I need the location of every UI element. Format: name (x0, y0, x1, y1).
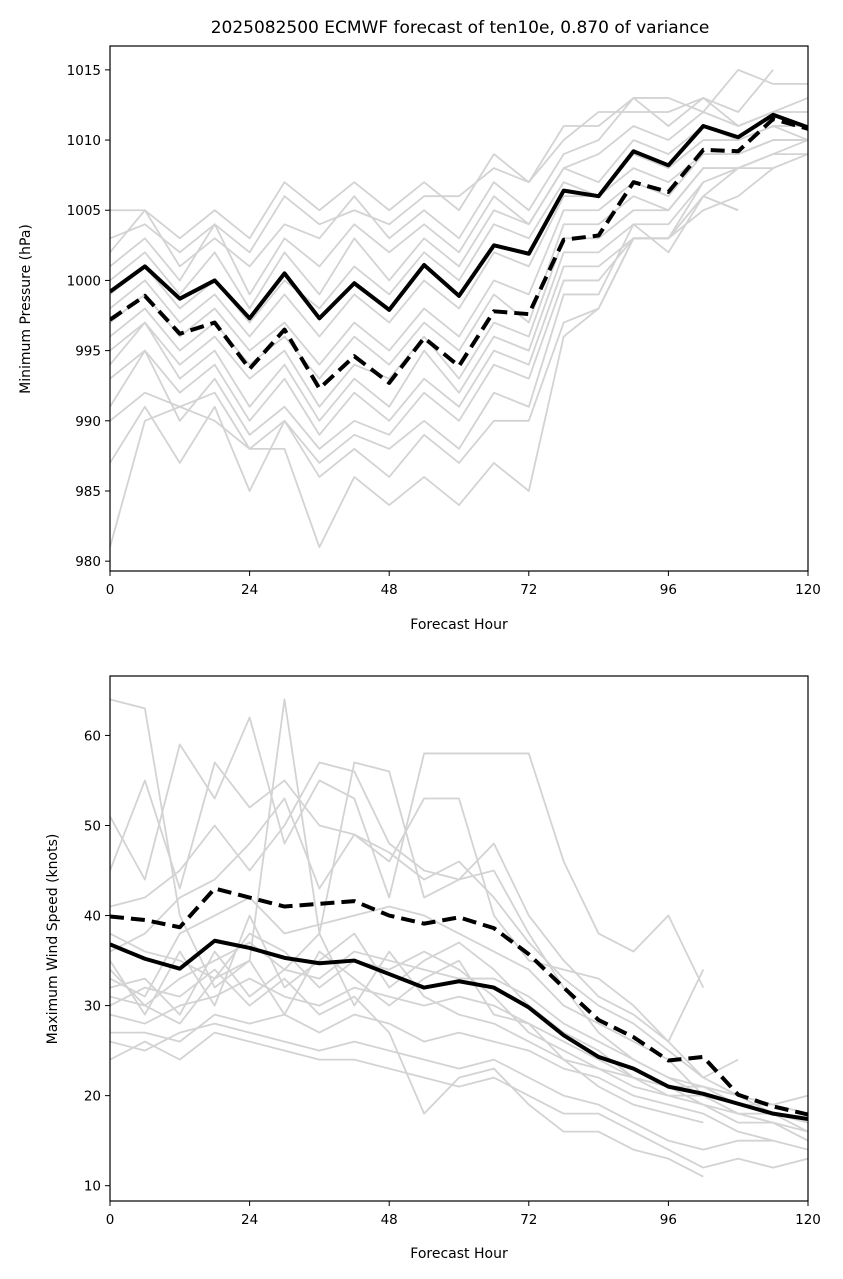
wind-ensemble-member-line (110, 716, 705, 988)
pressure-y-tick-label: 1000 (67, 273, 101, 289)
pressure-plot-frame (109, 45, 809, 572)
pressure-x-tick-label: 48 (381, 582, 398, 598)
wind-y-tick-label: 60 (84, 728, 101, 744)
pressure-x-axis: 0 24 48 72 96 120 (106, 571, 821, 598)
wind-ensemble-member-line (110, 914, 808, 1106)
pressure-y-tick-label: 1010 (67, 133, 101, 149)
pressure-panel: 0 24 48 72 96 120 980 985 990 995 1000 1005 1010 101… (18, 45, 821, 633)
wind-series-layer (110, 698, 808, 1178)
wind-ensemble-member-line (110, 977, 808, 1142)
wind-ensemble-member-line (110, 797, 808, 1124)
wind-x-axis-label: Forecast Hour (410, 1246, 508, 1262)
wind-x-tick-label: 24 (241, 1212, 258, 1228)
pressure-series-layer (110, 68, 808, 549)
wind-x-tick-label: 120 (795, 1212, 821, 1228)
pressure-y-tick-label: 1005 (67, 203, 101, 219)
pressure-y-axis-label: Minimum Pressure (hPa) (18, 224, 34, 394)
wind-ensemble-member-line (110, 1031, 808, 1169)
pressure-ensemble-member-line (110, 153, 808, 422)
pressure-ensemble-member-line (110, 125, 808, 310)
pressure-x-tick-label: 72 (520, 582, 537, 598)
wind-ensemble-member-line (110, 950, 704, 1124)
wind-ensemble-member-line (110, 1013, 808, 1151)
pressure-x-tick-label: 120 (795, 582, 821, 598)
wind-y-axis: 10 20 30 40 50 60 (84, 728, 110, 1195)
pressure-ensemble-member-line (110, 139, 808, 366)
wind-solid-mean-line (110, 938, 808, 1122)
pressure-ensemble-member-line (110, 167, 739, 464)
wind-ensemble-member-line (110, 932, 808, 1133)
wind-x-axis: 0 24 48 72 96 120 (106, 1201, 821, 1228)
pressure-y-tick-label: 980 (75, 554, 101, 570)
figure-title: 2025082500 ECMWF forecast of ten10e, 0.8… (211, 18, 710, 38)
wind-x-tick-label: 72 (520, 1212, 537, 1228)
wind-ensemble-member-line (110, 968, 704, 1178)
wind-x-tick-label: 96 (660, 1212, 677, 1228)
pressure-dashed-mean-line (110, 116, 808, 391)
wind-y-axis-label: Maximum Wind Speed (knots) (45, 834, 61, 1045)
wind-ensemble-member-line (110, 761, 739, 1079)
pressure-solid-mean-line (110, 112, 808, 321)
wind-y-tick-label: 50 (84, 818, 101, 834)
pressure-y-tick-label: 1015 (67, 63, 101, 79)
wind-dashed-mean-line (110, 886, 808, 1117)
wind-x-tick-label: 0 (106, 1212, 115, 1228)
pressure-x-tick-label: 24 (241, 582, 258, 598)
pressure-y-tick-label: 985 (75, 484, 101, 500)
wind-ensemble-member-line (110, 896, 739, 1106)
wind-ensemble-member-line (110, 761, 705, 1043)
pressure-ensemble-member-line (110, 153, 808, 408)
pressure-x-axis-label: Forecast Hour (410, 617, 508, 633)
wind-y-tick-label: 40 (84, 909, 101, 925)
wind-plot-frame (109, 675, 809, 1202)
pressure-ensemble-member-line (110, 111, 808, 296)
wind-x-tick-label: 48 (381, 1212, 398, 1228)
pressure-ensemble-member-line (110, 139, 808, 338)
wind-y-tick-label: 10 (84, 1179, 101, 1195)
pressure-ensemble-member-line (110, 69, 774, 254)
wind-ensemble-member-line (110, 1022, 774, 1151)
pressure-y-tick-label: 995 (75, 344, 101, 360)
pressure-y-axis: 980 985 990 995 1000 1005 1010 1015 (67, 63, 110, 570)
wind-y-tick-label: 30 (84, 999, 101, 1015)
pressure-x-tick-label: 0 (106, 582, 115, 598)
pressure-x-tick-label: 96 (660, 582, 677, 598)
pressure-ensemble-member-line (110, 195, 739, 549)
wind-y-tick-label: 20 (84, 1089, 101, 1105)
pressure-y-tick-label: 990 (75, 414, 101, 430)
